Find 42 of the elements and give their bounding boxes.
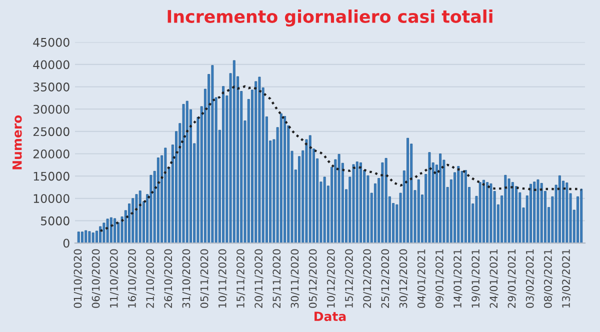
x-tick-label: 26/10/2020 <box>164 249 173 308</box>
x-tick-label: 10/12/2020 <box>326 249 336 308</box>
y-tick-label: 15000 <box>34 172 70 181</box>
x-tick-label: 20/12/2020 <box>363 249 372 308</box>
x-tick-label: 08/02/2021 <box>544 250 553 308</box>
y-tick-label: 30000 <box>33 104 70 114</box>
x-tick-label: 16/10/2020 <box>128 249 137 308</box>
x-tick-label: 30/11/2020 <box>290 249 300 308</box>
chart-title: Incremento giornaliero casi totali <box>168 10 492 26</box>
x-tick-label: 06/10/2020 <box>92 249 101 308</box>
x-tick-label: 19/01/2021 <box>472 250 480 308</box>
x-tick-label: 15/12/2020 <box>345 249 354 308</box>
x-tick-label: 13/02/2021 <box>562 250 571 308</box>
y-tick-label: 45000 <box>33 38 70 47</box>
y-axis-title: Numero <box>12 115 22 170</box>
x-tick-label: 05/11/2020 <box>200 249 210 308</box>
y-tick-label: 10000 <box>34 194 70 204</box>
x-tick-label: 04/01/2021 <box>417 250 426 308</box>
y-tick-label: 25000 <box>33 127 70 136</box>
x-tick-label: 25/11/2020 <box>272 249 282 308</box>
x-tick-label: 05/12/2020 <box>308 249 318 308</box>
x-tick-label: 14/01/2021 <box>454 250 462 308</box>
x-tick-label: 24/01/2021 <box>490 250 498 308</box>
x-tick-label: 09/01/2021 <box>435 250 444 308</box>
y-tick-label: 20000 <box>33 149 70 158</box>
x-tick-label: 11/10/2020 <box>110 249 119 308</box>
y-tick-label: 40000 <box>33 60 70 70</box>
line-series <box>99 85 582 232</box>
x-tick-label: 20/11/2020 <box>254 249 264 308</box>
x-tick-label: 21/10/2020 <box>146 249 155 308</box>
y-tick-label: 0 <box>63 238 70 248</box>
y-tick-label: 5000 <box>41 216 70 226</box>
x-tick-label: 10/11/2020 <box>218 249 228 308</box>
x-tick-label: 31/10/2020 <box>182 249 191 308</box>
x-tick-label: 03/02/2021 <box>526 250 535 308</box>
x-tick-label: 15/11/2020 <box>236 249 246 308</box>
x-tick-label: 01/10/2020 <box>74 249 82 308</box>
x-axis-title: Data <box>314 312 346 322</box>
x-tick-label: 29/01/2021 <box>508 250 516 308</box>
x-tick-label: 30/12/2020 <box>399 249 408 308</box>
y-tick-label: 35000 <box>33 82 70 92</box>
x-tick-label: 25/12/2020 <box>381 249 390 308</box>
